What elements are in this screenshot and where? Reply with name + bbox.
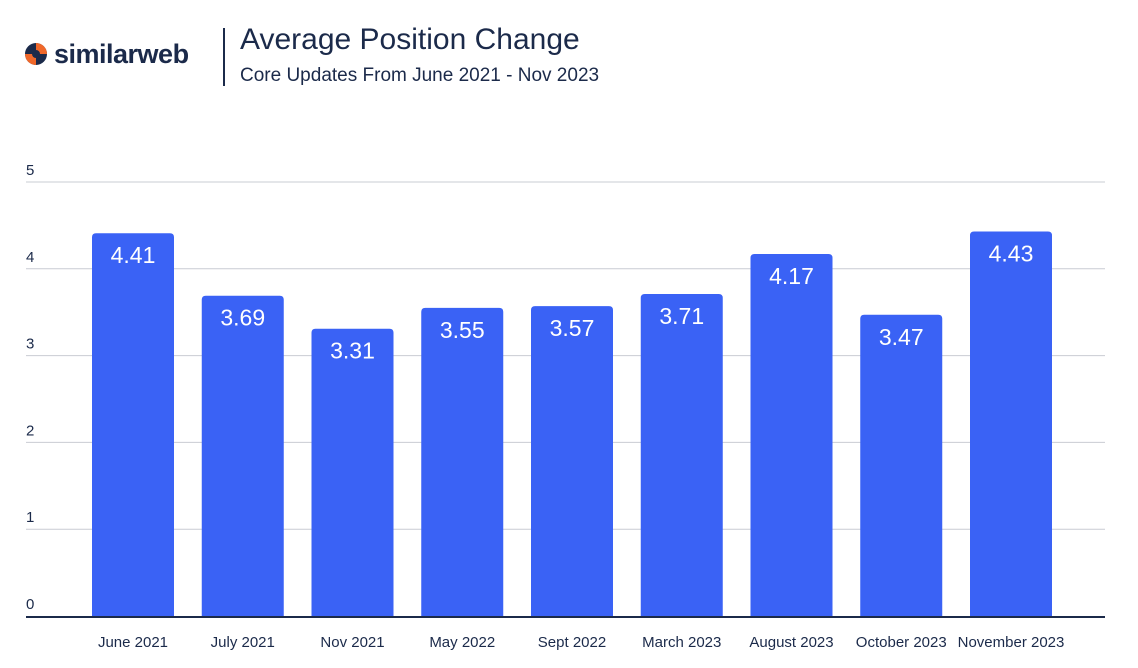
data-label: 3.57	[550, 315, 595, 341]
data-label: 4.41	[111, 242, 156, 268]
y-tick-label: 3	[26, 336, 34, 353]
bar	[970, 231, 1052, 616]
y-tick-label: 5	[26, 162, 34, 179]
data-labels: 4.41 3.69 3.31 3.55 3.57 3.71 4.17 3.47 4.43	[111, 240, 1034, 363]
bar	[531, 306, 613, 616]
data-label: 3.69	[220, 305, 265, 331]
x-tick-label: October 2023	[856, 634, 947, 651]
x-tick-label: Nov 2021	[320, 634, 384, 651]
bar	[92, 233, 174, 616]
header-divider	[223, 28, 225, 86]
y-tick-label: 2	[26, 422, 34, 439]
brand-name: similarweb	[54, 38, 189, 69]
data-label: 3.71	[659, 303, 704, 329]
data-label: 3.47	[879, 324, 924, 350]
y-tick-label: 1	[26, 509, 34, 526]
x-tick-label: March 2023	[642, 634, 721, 651]
similarweb-logo-icon	[25, 43, 47, 65]
data-label: 3.55	[440, 317, 485, 343]
chart-title: Average Position Change	[240, 23, 580, 56]
bars	[92, 231, 1052, 616]
x-tick-label: November 2023	[958, 634, 1065, 651]
x-tick-label: May 2022	[429, 634, 495, 651]
similarweb-logo: similarweb	[24, 38, 189, 70]
bar	[201, 295, 284, 616]
data-label: 3.31	[330, 338, 375, 364]
x-tick-label: Sept 2022	[538, 634, 606, 651]
x-tick-label: August 2023	[749, 634, 833, 651]
header: similarweb Average Position Change Core …	[0, 0, 1138, 110]
x-axis-ticks: June 2021 July 2021 Nov 2021 May 2022 Sept 2…	[98, 634, 1064, 651]
data-label: 4.17	[769, 263, 814, 289]
y-tick-label: 0	[26, 596, 34, 613]
x-tick-label: July 2021	[211, 634, 275, 651]
bar	[640, 293, 723, 616]
y-axis-ticks: 0 1 2 3 4 5	[26, 162, 34, 613]
y-tick-label: 4	[26, 249, 34, 266]
bar	[311, 328, 394, 616]
data-label: 4.43	[989, 240, 1034, 266]
x-tick-label: June 2021	[98, 634, 168, 651]
chart-subtitle: Core Updates From June 2021 - Nov 2023	[240, 65, 600, 86]
bar	[421, 307, 504, 616]
bar	[860, 314, 943, 616]
bar	[750, 254, 833, 616]
